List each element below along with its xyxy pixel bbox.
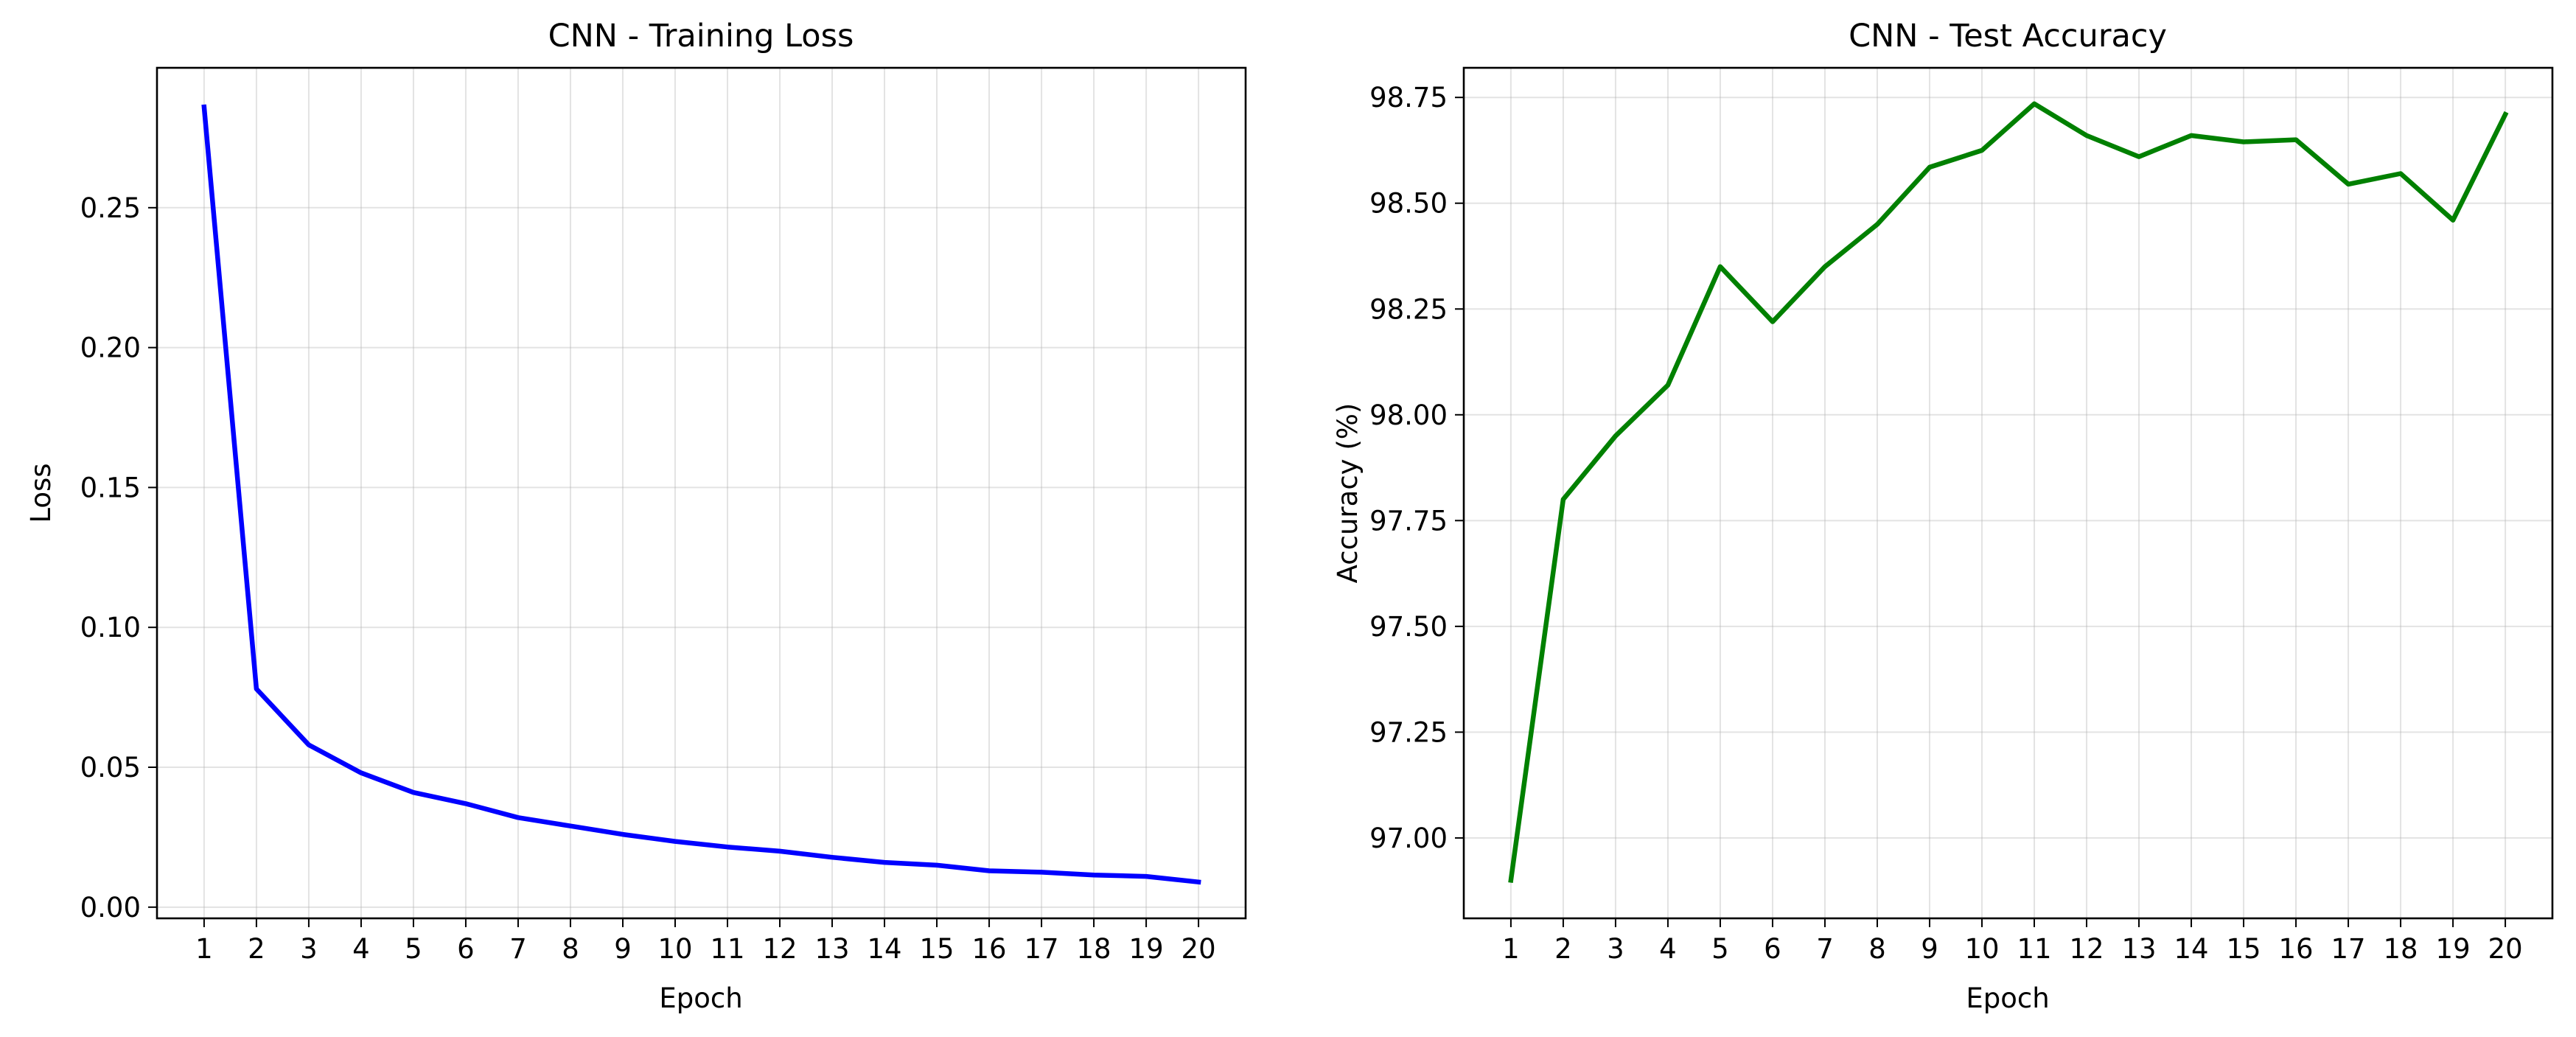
accuracy-x-tick-label: 1 xyxy=(1502,933,1520,965)
accuracy-x-axis-label: Epoch xyxy=(1966,982,2049,1014)
loss-x-tick-label: 5 xyxy=(405,933,422,965)
accuracy-x-tick-label: 8 xyxy=(1868,933,1886,965)
loss-plot-frame xyxy=(156,66,1247,920)
loss-x-tick-label: 10 xyxy=(657,933,692,965)
accuracy-x-tick-label: 7 xyxy=(1816,933,1834,965)
loss-y-tick-label: 0.05 xyxy=(80,752,141,783)
accuracy-x-tick-label: 18 xyxy=(2384,933,2418,965)
loss-y-tick-label: 0.15 xyxy=(80,472,141,503)
accuracy-x-tick-label: 11 xyxy=(2017,933,2051,965)
loss-y-tick-label: 0.00 xyxy=(80,892,141,923)
accuracy-series-line xyxy=(1508,101,2509,883)
accuracy-x-tick-label: 6 xyxy=(1764,933,1781,965)
accuracy-x-tick-label: 16 xyxy=(2279,933,2314,965)
accuracy-gridlines xyxy=(1464,68,2552,918)
accuracy-ticks: 1 2 3 4 5 6 7 8 9 10 11 12 13 14 15 16 17 18 19 2097.0097.2… xyxy=(1369,82,2523,965)
loss-x-tick-label: 9 xyxy=(614,933,632,965)
loss-x-tick-label: 1 xyxy=(195,933,213,965)
accuracy-y-tick-label: 98.00 xyxy=(1369,399,1448,431)
loss-x-tick-label: 6 xyxy=(457,933,475,965)
accuracy-y-tick-label: 97.75 xyxy=(1369,505,1448,537)
loss-x-tick-label: 18 xyxy=(1077,933,1111,965)
accuracy-x-tick-label: 12 xyxy=(2069,933,2104,965)
accuracy-y-tick-label: 97.50 xyxy=(1369,611,1448,643)
loss-gridlines xyxy=(157,68,1246,918)
accuracy-line-layer xyxy=(1508,101,2509,883)
accuracy-chart-title: CNN - Test Accuracy xyxy=(1849,18,2167,55)
loss-x-tick-label: 17 xyxy=(1025,933,1059,965)
accuracy-x-tick-label: 3 xyxy=(1607,933,1624,965)
accuracy-x-tick-label: 4 xyxy=(1659,933,1677,965)
accuracy-x-tick-label: 2 xyxy=(1554,933,1572,965)
loss-x-tick-label: 20 xyxy=(1181,933,1216,965)
accuracy-x-tick-label: 14 xyxy=(2174,933,2208,965)
loss-line-layer xyxy=(201,104,1201,885)
accuracy-x-tick-label: 5 xyxy=(1711,933,1729,965)
accuracy-x-tick-label: 17 xyxy=(2331,933,2366,965)
loss-y-tick-label: 0.20 xyxy=(80,332,141,364)
loss-x-tick-label: 11 xyxy=(710,933,744,965)
accuracy-y-tick-label: 98.25 xyxy=(1369,293,1448,325)
loss-x-tick-label: 19 xyxy=(1129,933,1164,965)
loss-x-tick-label: 12 xyxy=(762,933,797,965)
loss-y-axis-label: Loss xyxy=(25,463,57,523)
accuracy-y-tick-label: 97.00 xyxy=(1369,823,1448,854)
loss-series-line xyxy=(201,104,1201,885)
loss-x-tick-label: 7 xyxy=(509,933,527,965)
loss-ticks: 1 2 3 4 5 6 7 8 9 10 11 12 13 14 15 16 17 18 19 200.000.050… xyxy=(80,192,1216,965)
accuracy-x-tick-label: 19 xyxy=(2436,933,2471,965)
loss-x-tick-label: 8 xyxy=(562,933,579,965)
accuracy-y-tick-label: 97.25 xyxy=(1369,716,1448,748)
loss-x-tick-label: 3 xyxy=(300,933,318,965)
loss-x-tick-label: 14 xyxy=(867,933,901,965)
loss-x-tick-label: 2 xyxy=(248,933,265,965)
loss-y-tick-label: 0.10 xyxy=(80,612,141,643)
accuracy-y-tick-label: 98.50 xyxy=(1369,188,1448,220)
loss-x-tick-label: 15 xyxy=(919,933,954,965)
loss-chart-title: CNN - Training Loss xyxy=(548,18,854,55)
accuracy-y-axis-label: Accuracy (%) xyxy=(1332,403,1364,584)
accuracy-x-tick-label: 9 xyxy=(1921,933,1938,965)
loss-chart: 1 2 3 4 5 6 7 8 9 10 11 12 13 14 15 16 17 18 19 200.000.050… xyxy=(25,18,1247,1014)
accuracy-x-tick-label: 13 xyxy=(2121,933,2156,965)
loss-y-tick-label: 0.25 xyxy=(80,192,141,224)
accuracy-x-tick-label: 20 xyxy=(2488,933,2523,965)
accuracy-y-tick-label: 98.75 xyxy=(1369,82,1448,114)
loss-x-tick-label: 16 xyxy=(972,933,1007,965)
accuracy-plot-frame xyxy=(1462,66,2554,920)
accuracy-chart: 1 2 3 4 5 6 7 8 9 10 11 12 13 14 15 16 17 18 19 2097.0097.2… xyxy=(1332,18,2554,1014)
accuracy-x-tick-label: 15 xyxy=(2226,933,2261,965)
loss-x-tick-label: 4 xyxy=(352,933,370,965)
accuracy-x-tick-label: 10 xyxy=(1964,933,1999,965)
loss-x-tick-label: 13 xyxy=(814,933,849,965)
loss-x-axis-label: Epoch xyxy=(659,982,742,1014)
